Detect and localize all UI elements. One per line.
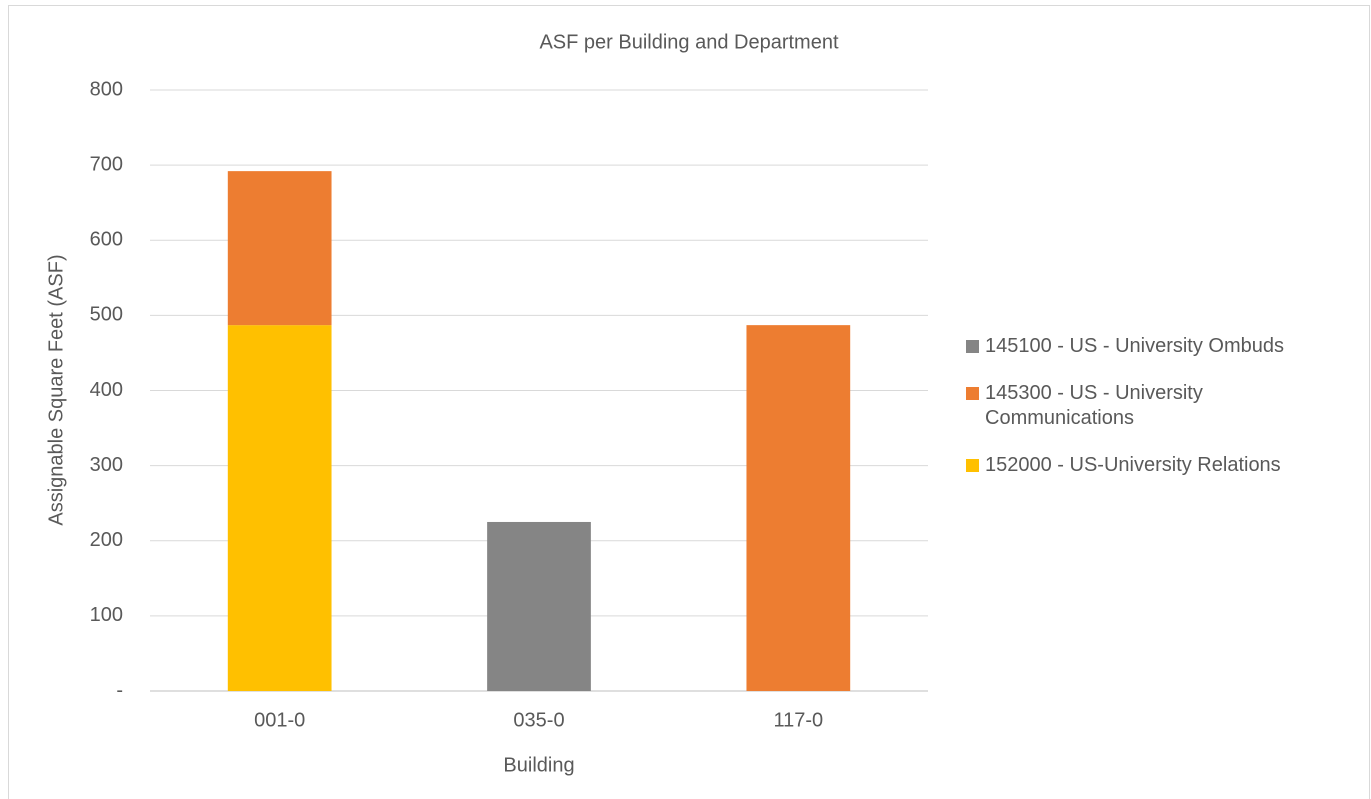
bar-segment	[227, 325, 332, 691]
legend-swatch	[966, 459, 979, 472]
legend-item: 152000 - US-University Relations	[966, 453, 1356, 478]
legend-swatch	[966, 387, 979, 400]
y-tick-label: 500	[90, 304, 123, 326]
y-tick-label: 800	[90, 78, 123, 100]
legend-label: 145300 - US - University Communications	[985, 382, 1203, 429]
y-tick-label: 600	[90, 229, 123, 251]
x-tick-label: 035-0	[513, 709, 564, 731]
legend-swatch	[966, 340, 979, 353]
legend-item: 145300 - US - University Communications	[966, 381, 1356, 431]
y-tick-label: 200	[90, 529, 123, 551]
y-axis-label: Assignable Square Feet (ASF)	[45, 254, 67, 525]
y-tick-label: 300	[90, 454, 123, 476]
legend-label: 152000 - US-University Relations	[985, 454, 1281, 476]
x-axis-label: Building	[503, 754, 574, 776]
y-tick-label: 700	[90, 153, 123, 175]
bar-segment	[746, 325, 851, 691]
x-tick-label: 117-0	[773, 709, 823, 731]
bar-segment	[227, 171, 332, 326]
legend-item: 145100 - US - University Ombuds	[966, 334, 1356, 359]
y-tick-label: 400	[90, 379, 123, 401]
y-tick-label: 100	[90, 604, 123, 626]
chart-title: ASF per Building and Department	[539, 31, 838, 53]
legend: 145100 - US - University Ombuds 145300 - …	[966, 334, 1356, 500]
bar-segment	[487, 521, 591, 691]
y-tick-label: -	[116, 679, 123, 701]
x-tick-label: 001-0	[254, 709, 305, 731]
legend-label: 145100 - US - University Ombuds	[985, 335, 1285, 357]
chart-border	[8, 5, 1370, 799]
